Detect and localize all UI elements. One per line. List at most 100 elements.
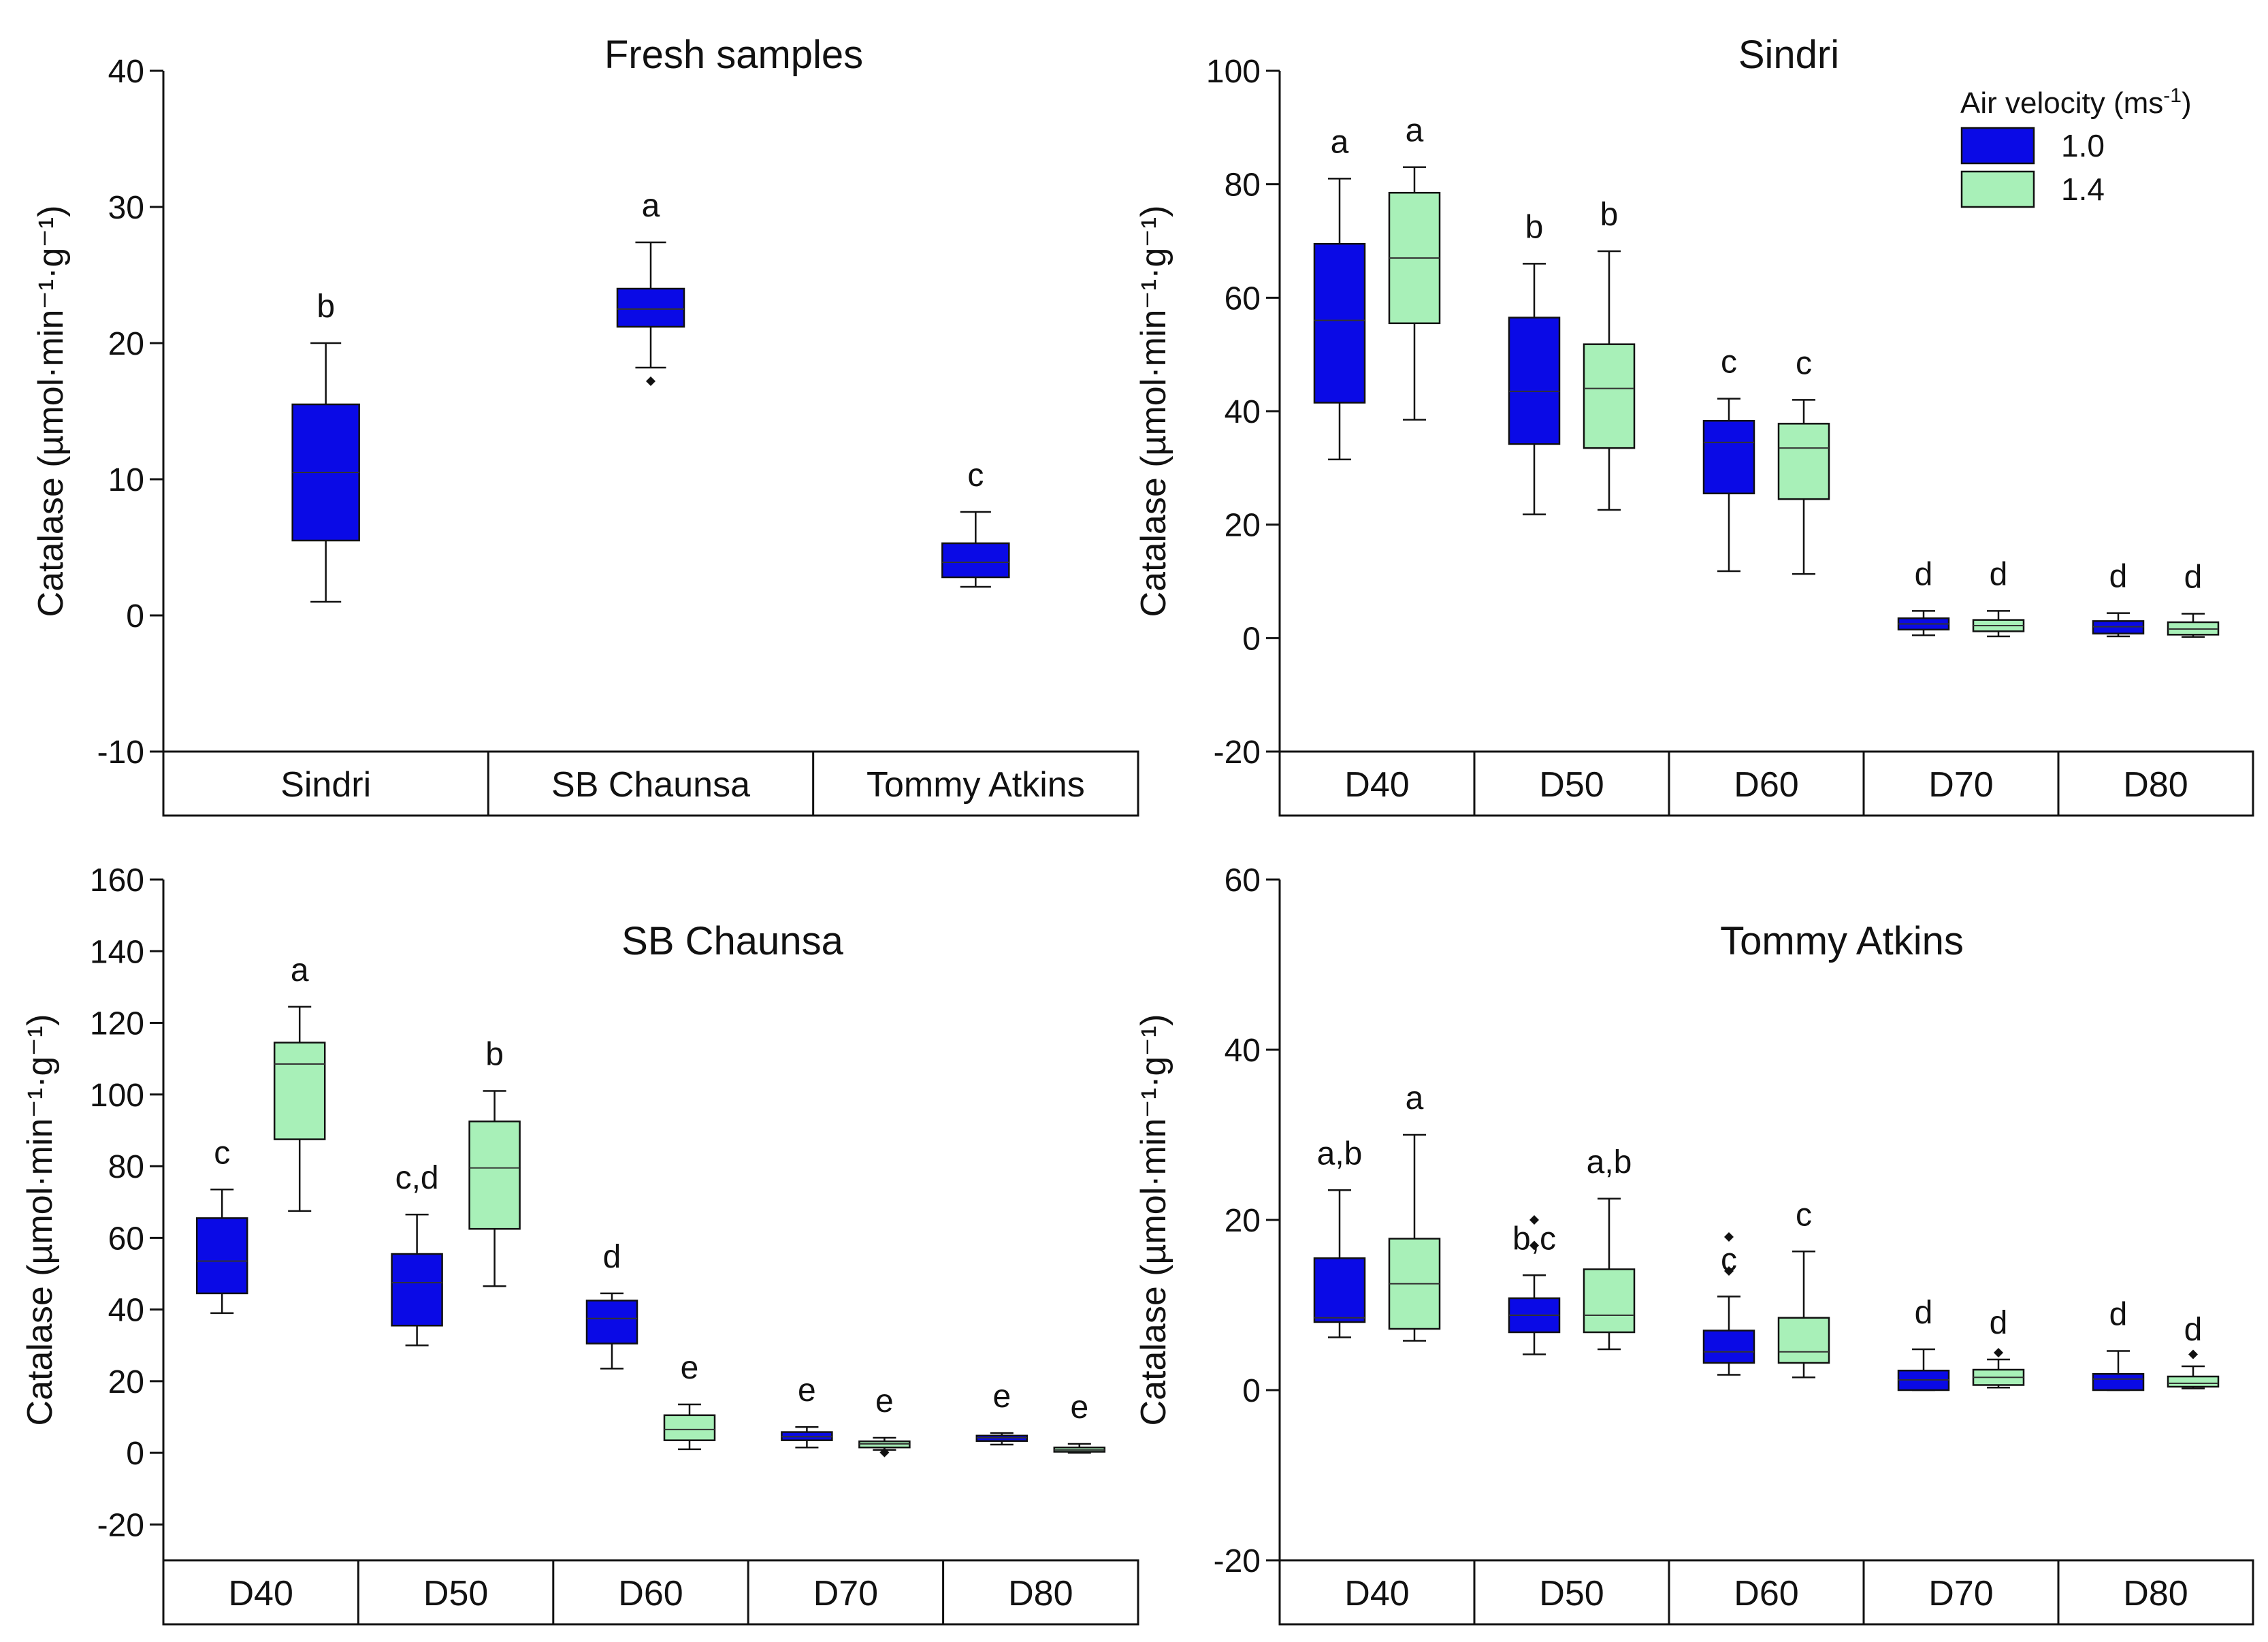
panel-fresh-samples: Fresh samples -10 0 10 20 30 40 Catalase (µmol·… (31, 33, 1139, 817)
category-label: SB Chaunsa (551, 765, 750, 805)
box-d50-1.0: c,d (391, 1160, 443, 1347)
box-iqr (391, 1253, 443, 1327)
box-d80-1.0: e (975, 1379, 1028, 1446)
significance-letter: c (214, 1135, 230, 1171)
y-tick-label: 60 (1225, 280, 1261, 317)
box-iqr (1313, 242, 1366, 404)
box-iqr (585, 1300, 638, 1345)
significance-letter: b (485, 1037, 504, 1073)
y-tick-label: 80 (108, 1149, 144, 1185)
significance-letter: c (967, 457, 984, 494)
box-d60-1.0: d (585, 1239, 638, 1370)
significance-letter: e (875, 1383, 894, 1419)
box-d60-1.0: c (1702, 344, 1755, 573)
significance-letter: e (992, 1379, 1011, 1415)
y-tick-label: 40 (108, 1293, 144, 1329)
category-label: Tommy Atkins (866, 765, 1085, 805)
category-label: D80 (2123, 1574, 2188, 1613)
y-axis-label: Catalase (µmol·min⁻¹·g⁻¹) (1134, 1014, 1173, 1426)
outlier-marker (1724, 1232, 1734, 1242)
y-tick-label: 20 (108, 326, 144, 362)
significance-letter: c (1796, 1197, 1812, 1233)
category-label: D60 (1734, 1574, 1798, 1613)
box-sb-chaunsa-1.0: a (616, 188, 685, 386)
category-label: D50 (1539, 1574, 1604, 1613)
box-d70-1.4: d (1972, 556, 2025, 638)
box-d50-1.4: b (1583, 197, 1636, 511)
y-tick-label: -20 (1214, 1543, 1261, 1579)
box-d40-1.0: a,b (1313, 1136, 1366, 1338)
category-label: D40 (1344, 1574, 1409, 1613)
significance-letter: d (1990, 1305, 2008, 1341)
y-tick-label: -20 (1214, 735, 1261, 771)
box-d40-1.0: a (1313, 124, 1366, 461)
box-iqr (468, 1121, 521, 1230)
significance-letter: c (1721, 1242, 1737, 1278)
significance-letter: b (317, 289, 335, 325)
y-tick-label: 20 (1225, 1203, 1261, 1239)
y-axis-label: Catalase (µmol·min⁻¹·g⁻¹) (20, 1014, 60, 1426)
y-tick-label: 140 (90, 934, 144, 970)
category-band (162, 750, 1139, 817)
box-iqr (195, 1217, 248, 1295)
y-tick-label: 100 (1206, 54, 1261, 90)
outlier-marker (1529, 1215, 1539, 1225)
box-d80-1.4: d (2167, 560, 2220, 638)
box-d70-1.4: d (1972, 1305, 2025, 1389)
outlier-marker (879, 1447, 890, 1458)
box-d50-1.0: b,c (1508, 1215, 1561, 1355)
box-iqr (1583, 1268, 1636, 1334)
significance-letter: a (1331, 124, 1349, 160)
box-d50-1.4: b (468, 1037, 521, 1287)
category-label: D80 (2123, 765, 2188, 805)
category-band (1278, 750, 2254, 817)
significance-letter: b,c (1512, 1221, 1556, 1257)
category-label: D80 (1008, 1574, 1073, 1613)
panel-sindri: Sindri -20 0 20 40 60 80 100 Catalase (µmol·min⁻… (1134, 33, 2254, 817)
box-d80-1.4: d (2167, 1312, 2220, 1389)
box-iqr (1777, 423, 1830, 500)
box-d60-1.0: c (1702, 1232, 1755, 1376)
box-d40-1.4: a (1388, 1080, 1441, 1342)
box-d50-1.4: a,b (1583, 1144, 1636, 1351)
outlier-marker (646, 376, 655, 386)
box-d70-1.4: e (858, 1383, 911, 1458)
category-label: D60 (618, 1574, 683, 1613)
significance-letter: d (1915, 556, 1933, 592)
box-iqr (1313, 1257, 1366, 1323)
box-iqr (941, 542, 1010, 579)
y-tick-label: 40 (108, 54, 144, 90)
box-d40-1.4: a (273, 952, 326, 1212)
panel-title: Sindri (1738, 33, 1839, 77)
y-tick-label: 160 (90, 863, 144, 899)
panel-tommy-atkins: Tommy Atkins -20 0 20 40 60 Catalase (µmol·min… (1134, 863, 2254, 1626)
y-tick-label: 40 (1225, 394, 1261, 430)
significance-letter: d (1915, 1295, 1933, 1331)
significance-letter: d (2184, 560, 2203, 596)
y-tick-label: 100 (90, 1078, 144, 1114)
legend: Air velocity (ms-1) 1.0 1.4 (1960, 84, 2192, 208)
box-d50-1.0: b (1508, 209, 1561, 515)
significance-letter: e (1070, 1389, 1088, 1426)
box-d40-1.0: c (195, 1135, 248, 1315)
box-d60-1.4: c (1777, 1197, 1830, 1379)
box-iqr (1777, 1317, 1830, 1364)
box-iqr (1702, 419, 1755, 495)
category-label: D50 (1539, 765, 1604, 805)
category-label: Sindri (280, 765, 371, 805)
significance-letter: a (1406, 113, 1424, 149)
y-tick-label: 0 (126, 598, 144, 634)
significance-letter: d (603, 1239, 621, 1275)
y-tick-label: -20 (97, 1507, 144, 1543)
outlier-marker (2188, 1349, 2198, 1359)
box-d70-1.0: d (1897, 556, 1950, 637)
y-axis-label: Catalase (µmol·min⁻¹·g⁻¹) (31, 206, 71, 617)
legend-label: 1.4 (2061, 172, 2105, 207)
legend-title-exponent: -1 (2163, 84, 2182, 107)
y-tick-label: 0 (1242, 621, 1261, 657)
box-iqr (2167, 1375, 2220, 1388)
y-tick-label: 0 (126, 1436, 144, 1472)
category-label: D60 (1734, 765, 1798, 805)
y-tick-label: 20 (108, 1364, 144, 1400)
box-iqr (1508, 317, 1561, 445)
